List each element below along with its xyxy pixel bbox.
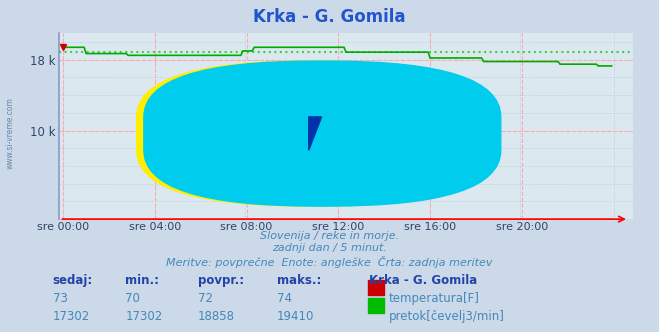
FancyBboxPatch shape <box>144 61 501 206</box>
Text: 73: 73 <box>53 292 68 305</box>
Text: temperatura[F]: temperatura[F] <box>389 292 480 305</box>
Text: Meritve: povprečne  Enote: angleške  Črta: zadnja meritev: Meritve: povprečne Enote: angleške Črta:… <box>166 256 493 268</box>
Text: Slovenija / reke in morje.: Slovenija / reke in morje. <box>260 231 399 241</box>
Text: povpr.:: povpr.: <box>198 274 244 287</box>
Text: maks.:: maks.: <box>277 274 321 287</box>
Text: Krka - G. Gomila: Krka - G. Gomila <box>253 8 406 26</box>
Text: www.si-vreme.com: www.si-vreme.com <box>198 127 494 155</box>
Text: pretok[čevelj3/min]: pretok[čevelj3/min] <box>389 310 505 323</box>
Text: Krka - G. Gomila: Krka - G. Gomila <box>369 274 477 287</box>
Text: www.si-vreme.com: www.si-vreme.com <box>5 97 14 169</box>
Text: 70: 70 <box>125 292 140 305</box>
Text: 74: 74 <box>277 292 292 305</box>
Text: 17302: 17302 <box>53 310 90 323</box>
Text: min.:: min.: <box>125 274 159 287</box>
Polygon shape <box>308 117 322 150</box>
Text: 72: 72 <box>198 292 213 305</box>
Text: sedaj:: sedaj: <box>53 274 93 287</box>
FancyBboxPatch shape <box>136 61 494 206</box>
Text: 19410: 19410 <box>277 310 314 323</box>
Text: 17302: 17302 <box>125 310 163 323</box>
Text: zadnji dan / 5 minut.: zadnji dan / 5 minut. <box>272 243 387 253</box>
Text: 18858: 18858 <box>198 310 235 323</box>
